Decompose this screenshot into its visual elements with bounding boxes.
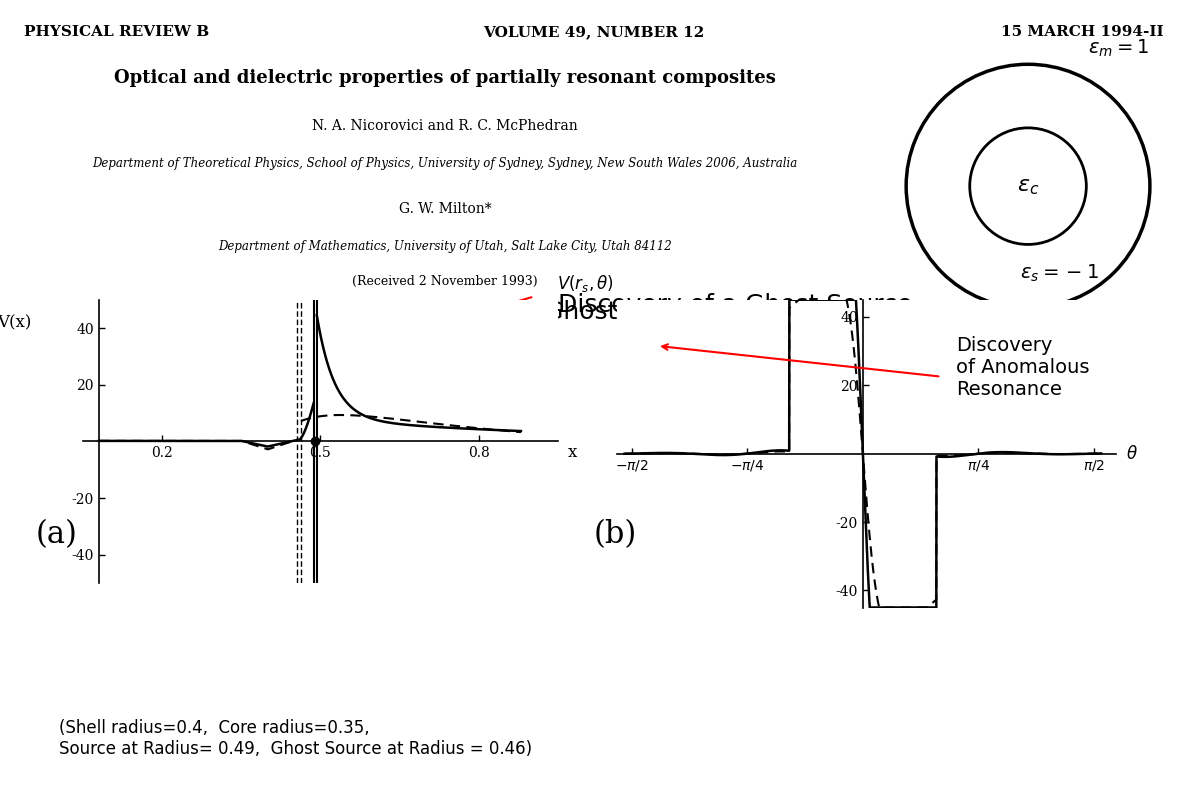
Text: Optical and dielectric properties of partially resonant composites: Optical and dielectric properties of par… xyxy=(114,70,776,87)
Text: G. W. Milton*: G. W. Milton* xyxy=(399,202,491,216)
Text: x: x xyxy=(567,445,577,461)
Text: $\varepsilon_c$: $\varepsilon_c$ xyxy=(1017,175,1039,197)
Text: (a): (a) xyxy=(36,518,77,550)
Text: (Shell radius=0.4,  Core radius=0.35,
Source at Radius= 0.49,  Ghost Source at R: (Shell radius=0.4, Core radius=0.35, Sou… xyxy=(59,719,533,758)
Text: N. A. Nicorovici and R. C. McPhedran: N. A. Nicorovici and R. C. McPhedran xyxy=(312,120,578,134)
Text: 15 MARCH 1994-II: 15 MARCH 1994-II xyxy=(1001,25,1163,40)
Text: Discovery of a Ghost Source: Discovery of a Ghost Source xyxy=(558,293,913,318)
Text: $V(r_s, \theta)$: $V(r_s, \theta)$ xyxy=(558,272,615,293)
Text: $\varepsilon_s = -1$: $\varepsilon_s = -1$ xyxy=(1021,262,1099,284)
Text: V(x): V(x) xyxy=(0,314,32,330)
Text: Discovery
of Anomalous
Resonance: Discovery of Anomalous Resonance xyxy=(957,336,1090,399)
Text: $\varepsilon_m = 1$: $\varepsilon_m = 1$ xyxy=(1087,38,1149,59)
Text: (b): (b) xyxy=(594,518,636,550)
Text: Discovery of a Ghost Source: Discovery of a Ghost Source xyxy=(357,300,711,324)
Text: Department of Theoretical Physics, School of Physics, University of Sydney, Sydn: Department of Theoretical Physics, Schoo… xyxy=(93,157,798,170)
Text: Department of Mathematics, University of Utah, Salt Lake City, Utah 84112: Department of Mathematics, University of… xyxy=(218,240,672,253)
Text: VOLUME 49, NUMBER 12: VOLUME 49, NUMBER 12 xyxy=(483,25,704,40)
Text: PHYSICAL REVIEW B: PHYSICAL REVIEW B xyxy=(24,25,209,40)
Text: $\theta$: $\theta$ xyxy=(1125,445,1137,463)
Text: (Received 2 November 1993): (Received 2 November 1993) xyxy=(353,275,538,288)
